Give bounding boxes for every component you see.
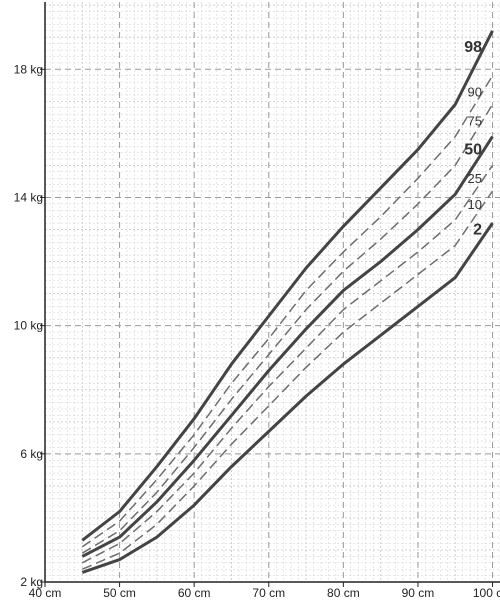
x-tick-label: 90 cm bbox=[402, 586, 435, 600]
major-grid bbox=[45, 2, 500, 583]
percentile-98-label: 98 bbox=[464, 39, 482, 56]
y-tick-labels: 2 kg 6 kg 10 kg 14 kg 18 kg bbox=[14, 62, 43, 589]
percentile-90-line bbox=[81, 75, 494, 548]
percentile-10-line bbox=[82, 190, 494, 570]
x-tick-label: 70 cm bbox=[252, 586, 285, 600]
x-tick-labels: 40 cm 50 cm 60 cm 70 cm 80 cm 90 cm 100 cm bbox=[29, 586, 500, 600]
percentile-labels: 98 90 75 50 25 10 2 bbox=[464, 39, 482, 239]
percentile-75-line bbox=[81, 104, 494, 554]
percentile-50-label: 50 bbox=[464, 141, 482, 158]
percentile-50-line bbox=[81, 135, 494, 558]
y-tick-label: 18 kg bbox=[14, 62, 43, 76]
percentile-curves bbox=[81, 30, 494, 574]
percentile-10-label: 10 bbox=[468, 197, 482, 212]
percentile-2-label: 2 bbox=[473, 222, 482, 239]
axes bbox=[40, 2, 500, 587]
percentile-90-label: 90 bbox=[468, 85, 482, 100]
y-tick-label: 10 kg bbox=[14, 319, 43, 333]
y-tick-label: 2 kg bbox=[20, 575, 43, 589]
x-tick-label: 80 cm bbox=[327, 586, 360, 600]
minor-grid bbox=[45, 2, 500, 582]
x-tick-label: 100 cm bbox=[473, 586, 500, 600]
x-tick-label: 50 cm bbox=[103, 586, 136, 600]
percentile-75-label: 75 bbox=[468, 114, 482, 129]
percentile-25-line bbox=[81, 164, 494, 564]
x-tick-label: 40 cm bbox=[29, 586, 62, 600]
percentile-2-line bbox=[81, 222, 494, 574]
percentile-98-line bbox=[81, 30, 494, 542]
y-tick-label: 6 kg bbox=[20, 447, 43, 461]
percentile-25-label: 25 bbox=[468, 171, 482, 186]
x-tick-label: 60 cm bbox=[178, 586, 211, 600]
y-tick-label: 14 kg bbox=[14, 190, 43, 204]
